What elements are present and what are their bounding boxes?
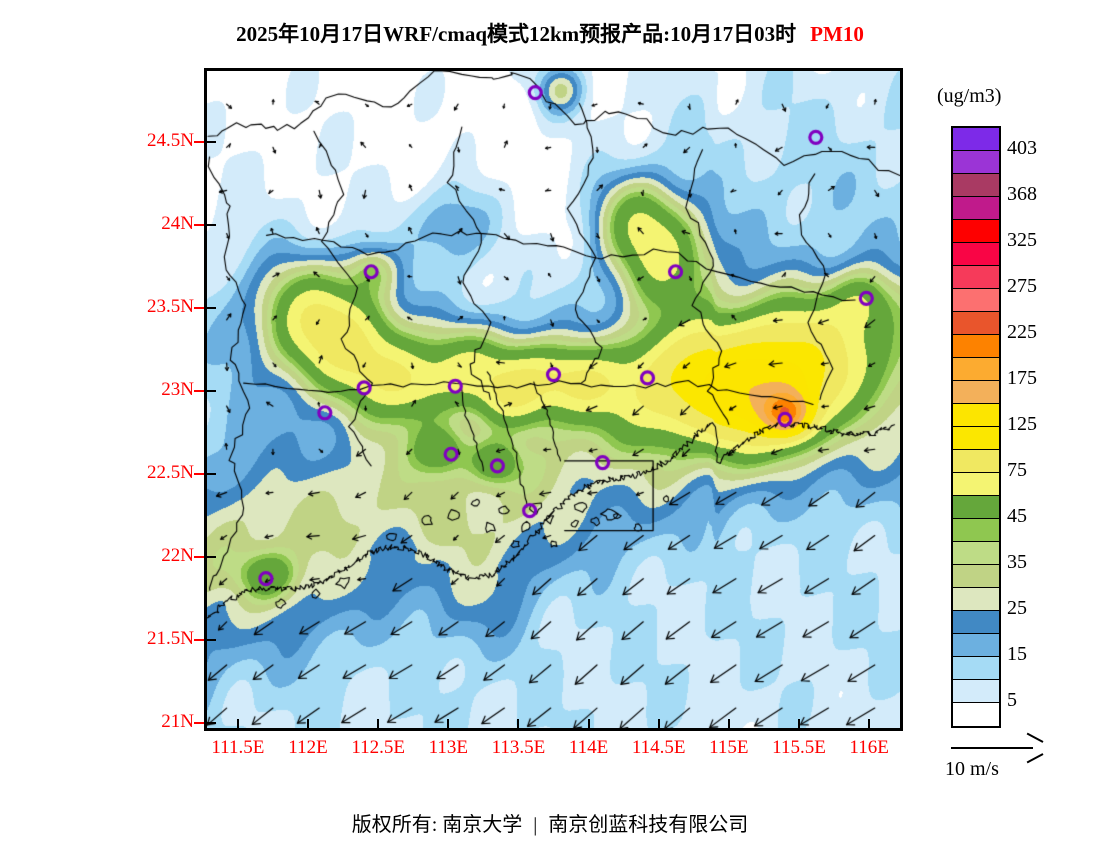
y-axis-tick bbox=[207, 473, 216, 476]
x-axis-tick bbox=[236, 719, 239, 728]
wind-vector-legend: 10 m/s bbox=[945, 732, 1085, 781]
y-axis-tick-label: 24.5N bbox=[147, 130, 194, 152]
y-axis-tick bbox=[207, 141, 216, 144]
y-axis-tick bbox=[207, 224, 216, 227]
colorbar-block[interactable] bbox=[953, 680, 999, 703]
footer: 版权所有: 南京大学 | 南京创蓝科技有限公司 bbox=[0, 808, 1100, 837]
x-axis-tick bbox=[517, 719, 520, 728]
wind-legend-label: 10 m/s bbox=[945, 758, 999, 780]
colorbar-tick-label: 325 bbox=[1007, 229, 1037, 251]
y-axis-tick-label: 21N bbox=[161, 711, 194, 733]
footer-separator: | bbox=[533, 814, 538, 836]
x-axis-tick bbox=[797, 719, 800, 728]
colorbar-tick-label: 225 bbox=[1007, 321, 1037, 343]
y-axis-tick-label: 21.5N bbox=[147, 628, 194, 650]
colorbar-block[interactable] bbox=[953, 496, 999, 519]
colorbar-block[interactable] bbox=[953, 335, 999, 358]
x-axis-tick bbox=[868, 719, 871, 728]
y-axis-outer-tick bbox=[194, 224, 204, 227]
x-axis-tick-label: 114.5E bbox=[631, 737, 686, 758]
colorbar-block[interactable] bbox=[953, 266, 999, 289]
colorbar-block[interactable] bbox=[953, 427, 999, 450]
y-axis-outer-tick bbox=[194, 639, 204, 642]
y-axis-outer-tick bbox=[194, 473, 204, 476]
y-axis-outer-tick bbox=[194, 390, 204, 393]
colorbar-tick-label: 15 bbox=[1007, 643, 1027, 665]
colorbar-block[interactable] bbox=[953, 703, 999, 726]
y-axis-tick bbox=[207, 722, 216, 725]
x-axis-tick bbox=[727, 719, 730, 728]
colorbar-block[interactable] bbox=[953, 634, 999, 657]
colorbar-block[interactable] bbox=[953, 128, 999, 151]
y-axis-outer-tick bbox=[194, 141, 204, 144]
colorbar-tick-label: 5 bbox=[1007, 689, 1017, 711]
x-axis-tick-label: 112.5E bbox=[351, 737, 405, 758]
colorbar-block[interactable] bbox=[953, 611, 999, 634]
colorbar[interactable]: 403 368 325 275 225 175 125 75 45 35 25 15 5 bbox=[951, 126, 1037, 728]
colorbar-block[interactable] bbox=[953, 289, 999, 312]
y-axis-tick-label: 24N bbox=[161, 213, 194, 235]
map-plot-area[interactable] bbox=[204, 68, 903, 731]
colorbar-block[interactable] bbox=[953, 243, 999, 266]
x-axis-tick bbox=[307, 719, 309, 728]
y-axis-outer-tick bbox=[194, 556, 204, 559]
footer-copyright: 版权所有: 南京大学 bbox=[351, 814, 523, 836]
x-axis-tick-label: 113.5E bbox=[491, 737, 546, 758]
colorbar-block[interactable] bbox=[953, 381, 999, 404]
colorbar-tick-label: 75 bbox=[1007, 459, 1027, 481]
x-axis-tick-label: 111.5E bbox=[211, 737, 265, 758]
footer-company: 南京创蓝科技有限公司 bbox=[548, 814, 749, 836]
colorbar-tick-label: 125 bbox=[1007, 413, 1037, 435]
colorbar-tick-label: 35 bbox=[1007, 551, 1027, 573]
x-axis-tick-label: 115.5E bbox=[772, 737, 826, 758]
y-axis-tick-label: 23.5N bbox=[147, 296, 194, 318]
colorbar-tick-label: 25 bbox=[1007, 597, 1027, 619]
y-axis-tick bbox=[207, 390, 216, 393]
colorbar-block[interactable] bbox=[953, 220, 999, 243]
y-axis-outer-tick bbox=[194, 722, 204, 725]
colorbar-block[interactable] bbox=[953, 151, 999, 174]
colorbar-block[interactable] bbox=[953, 588, 999, 611]
x-axis-tick bbox=[657, 719, 660, 728]
y-axis-tick-label: 23N bbox=[161, 379, 194, 401]
colorbar-block[interactable] bbox=[953, 197, 999, 220]
colorbar-block[interactable] bbox=[953, 404, 999, 427]
y-axis-outer-tick bbox=[194, 307, 204, 310]
x-axis-tick-label: 112E bbox=[288, 737, 328, 758]
colorbar-block[interactable] bbox=[953, 358, 999, 381]
page-title: 2025年10月17日WRF/cmaq模式12km预报产品:10月17日03时 P… bbox=[0, 18, 1100, 48]
arrow-right-icon bbox=[951, 732, 1044, 764]
x-axis-tick bbox=[377, 719, 380, 728]
y-axis-tick-label: 22.5N bbox=[147, 462, 194, 484]
colorbar-tick-label: 275 bbox=[1007, 275, 1037, 297]
y-axis-tick-label: 22N bbox=[161, 545, 194, 567]
x-axis-tick-label: 113E bbox=[428, 737, 468, 758]
colorbar-block[interactable] bbox=[953, 450, 999, 473]
x-axis-tick-label: 116E bbox=[849, 737, 889, 758]
colorbar-block[interactable] bbox=[953, 519, 999, 542]
colorbar-block[interactable] bbox=[953, 473, 999, 496]
colorbar-unit-label: (ug/m3) bbox=[937, 85, 1002, 107]
pm10-contour-map[interactable] bbox=[207, 71, 900, 728]
y-axis-tick bbox=[207, 556, 216, 559]
colorbar-block[interactable] bbox=[953, 312, 999, 335]
colorbar-block[interactable] bbox=[953, 657, 999, 680]
y-axis-tick bbox=[207, 307, 216, 310]
title-main-text: 2025年10月17日WRF/cmaq模式12km预报产品:10月17日03时 bbox=[236, 22, 797, 46]
x-axis-tick-label: 114E bbox=[568, 737, 609, 758]
colorbar-tick-label: 45 bbox=[1007, 505, 1027, 527]
y-axis-tick bbox=[207, 639, 216, 642]
colorbar-block[interactable] bbox=[953, 565, 999, 588]
title-pollutant-label: PM10 bbox=[810, 22, 864, 46]
colorbar-blocks[interactable] bbox=[951, 126, 1001, 728]
colorbar-tick-label: 368 bbox=[1007, 183, 1037, 205]
x-axis-tick bbox=[447, 719, 450, 728]
colorbar-tick-label: 403 bbox=[1007, 137, 1037, 159]
x-axis-tick bbox=[587, 719, 590, 728]
colorbar-tick-label: 175 bbox=[1007, 367, 1037, 389]
colorbar-block[interactable] bbox=[953, 542, 999, 565]
x-axis-tick-label: 115E bbox=[709, 737, 749, 758]
colorbar-block[interactable] bbox=[953, 174, 999, 197]
